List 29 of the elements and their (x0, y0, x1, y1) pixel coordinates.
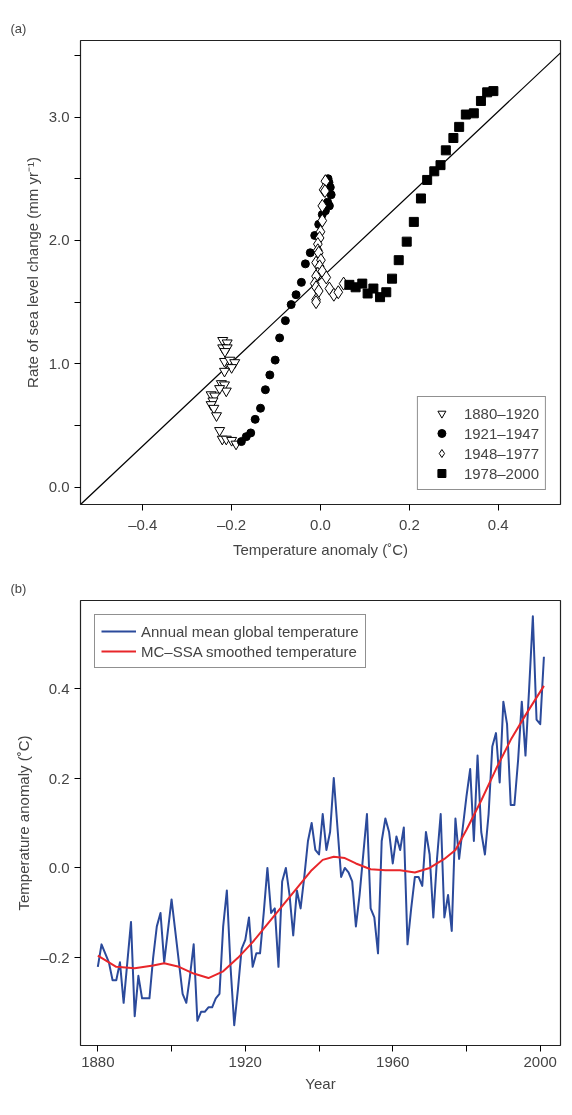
x-tick-label: –0.2 (217, 515, 247, 533)
chart-title: (a) (10, 20, 27, 36)
y-tick-label: 0.2 (48, 769, 70, 787)
y-tick-label: 0.0 (48, 859, 70, 877)
x-tick-label: 0.2 (398, 515, 420, 533)
x-tick-label: 1920 (228, 1052, 262, 1070)
legend-label: 1948–1977 (463, 444, 539, 462)
x-tick-label: 1960 (376, 1052, 410, 1070)
x-tick-label: 2000 (523, 1052, 557, 1070)
y-axis-title: Rate of sea level change (mm yr⁻¹) (23, 157, 41, 388)
y-tick-label: –0.2 (40, 949, 70, 967)
legend-label: 1921–1947 (463, 424, 539, 442)
x-tick-label: 0.0 (310, 515, 331, 533)
legend-label: MC–SSA smoothed temperature (141, 642, 357, 660)
y-tick-label: 0.0 (48, 478, 70, 496)
y-tick-label: 0.4 (48, 679, 70, 697)
x-tick-label: 0.4 (487, 515, 509, 533)
legend-label: 1880–1920 (463, 404, 539, 422)
x-axis-title: Temperature anomaly (˚C) (232, 540, 409, 558)
y-tick-label: 3.0 (48, 108, 70, 126)
x-tick-label: –0.4 (128, 515, 158, 533)
chart-title: (b) (10, 580, 27, 596)
y-axis-title: Temperature anomaly (˚C) (15, 735, 33, 911)
y-tick-label: 2.0 (48, 231, 70, 249)
legend-label: 1978–2000 (463, 464, 539, 482)
legend-label: Annual mean global temperature (141, 622, 359, 640)
y-tick-label: 1.0 (48, 354, 70, 372)
x-axis-title: Year (305, 1074, 336, 1092)
x-tick-label: 1880 (81, 1052, 115, 1070)
